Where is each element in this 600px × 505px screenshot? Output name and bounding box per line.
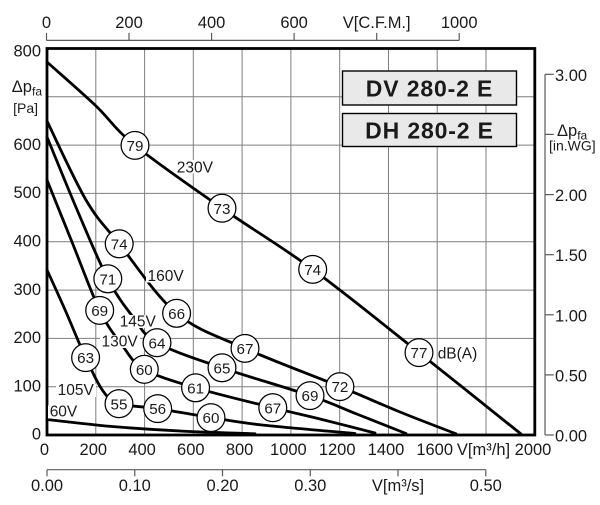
svg-text:1.50: 1.50 bbox=[555, 247, 587, 265]
svg-text:0.30: 0.30 bbox=[294, 477, 326, 495]
svg-text:0.50: 0.50 bbox=[555, 367, 587, 385]
svg-text:55: 55 bbox=[111, 396, 128, 413]
svg-text:600: 600 bbox=[177, 441, 205, 459]
svg-text:67: 67 bbox=[264, 400, 281, 417]
svg-text:800: 800 bbox=[13, 42, 41, 60]
svg-text:69: 69 bbox=[302, 388, 319, 405]
svg-text:DH 280-2 E: DH 280-2 E bbox=[365, 118, 494, 144]
svg-text:72: 72 bbox=[331, 379, 348, 396]
svg-text:100: 100 bbox=[13, 378, 41, 396]
svg-text:0.00: 0.00 bbox=[555, 428, 587, 446]
svg-text:1000: 1000 bbox=[441, 14, 478, 32]
svg-text:230V: 230V bbox=[177, 160, 214, 177]
svg-text:74: 74 bbox=[304, 262, 321, 279]
svg-text:64: 64 bbox=[149, 335, 166, 352]
svg-text:400: 400 bbox=[13, 233, 41, 251]
svg-text:60V: 60V bbox=[50, 404, 78, 421]
svg-text:145V: 145V bbox=[120, 314, 157, 331]
svg-text:400: 400 bbox=[198, 14, 226, 32]
svg-text:56: 56 bbox=[149, 401, 166, 418]
svg-text:V[C.F.M.]: V[C.F.M.] bbox=[343, 14, 411, 32]
svg-text:V[m³/h]: V[m³/h] bbox=[457, 441, 510, 459]
svg-text:77: 77 bbox=[411, 345, 428, 362]
svg-text:1600: 1600 bbox=[416, 441, 453, 459]
svg-text:[Pa]: [Pa] bbox=[13, 100, 38, 116]
svg-text:600: 600 bbox=[280, 14, 308, 32]
svg-text:2.00: 2.00 bbox=[555, 187, 587, 205]
svg-text:200: 200 bbox=[115, 14, 143, 32]
svg-text:0: 0 bbox=[40, 441, 49, 459]
svg-text:63: 63 bbox=[77, 350, 94, 367]
svg-text:dB(A): dB(A) bbox=[438, 345, 478, 362]
svg-text:V[m³/s]: V[m³/s] bbox=[372, 477, 424, 495]
svg-text:600: 600 bbox=[13, 136, 41, 154]
svg-text:[in.WG]: [in.WG] bbox=[549, 138, 596, 154]
svg-text:1200: 1200 bbox=[319, 441, 356, 459]
svg-text:0.50: 0.50 bbox=[470, 477, 502, 495]
svg-text:79: 79 bbox=[127, 138, 144, 155]
svg-text:73: 73 bbox=[214, 201, 231, 218]
svg-text:130V: 130V bbox=[102, 334, 139, 351]
svg-text:60: 60 bbox=[203, 410, 220, 427]
svg-text:1.00: 1.00 bbox=[555, 307, 587, 325]
svg-text:0: 0 bbox=[42, 14, 51, 32]
svg-text:60: 60 bbox=[136, 362, 153, 379]
svg-text:0: 0 bbox=[32, 426, 41, 444]
svg-text:66: 66 bbox=[168, 306, 185, 323]
svg-text:3.00: 3.00 bbox=[555, 67, 587, 85]
svg-text:69: 69 bbox=[91, 303, 108, 320]
svg-text:DV 280-2 E: DV 280-2 E bbox=[366, 76, 493, 102]
svg-text:67: 67 bbox=[237, 341, 254, 358]
svg-text:0.10: 0.10 bbox=[119, 477, 151, 495]
svg-text:0.20: 0.20 bbox=[206, 477, 238, 495]
svg-text:105V: 105V bbox=[58, 382, 95, 399]
svg-text:160V: 160V bbox=[148, 268, 185, 285]
svg-text:74: 74 bbox=[111, 236, 128, 253]
svg-text:1400: 1400 bbox=[368, 441, 405, 459]
svg-text:71: 71 bbox=[99, 271, 116, 288]
svg-text:200: 200 bbox=[13, 329, 41, 347]
svg-text:200: 200 bbox=[80, 441, 108, 459]
svg-text:1000: 1000 bbox=[270, 441, 307, 459]
svg-text:2000: 2000 bbox=[515, 441, 552, 459]
svg-text:400: 400 bbox=[128, 441, 156, 459]
svg-text:0.00: 0.00 bbox=[31, 477, 63, 495]
svg-text:800: 800 bbox=[226, 441, 254, 459]
svg-text:65: 65 bbox=[214, 360, 231, 377]
svg-text:300: 300 bbox=[13, 281, 41, 299]
svg-text:61: 61 bbox=[187, 380, 204, 397]
svg-text:500: 500 bbox=[13, 184, 41, 202]
